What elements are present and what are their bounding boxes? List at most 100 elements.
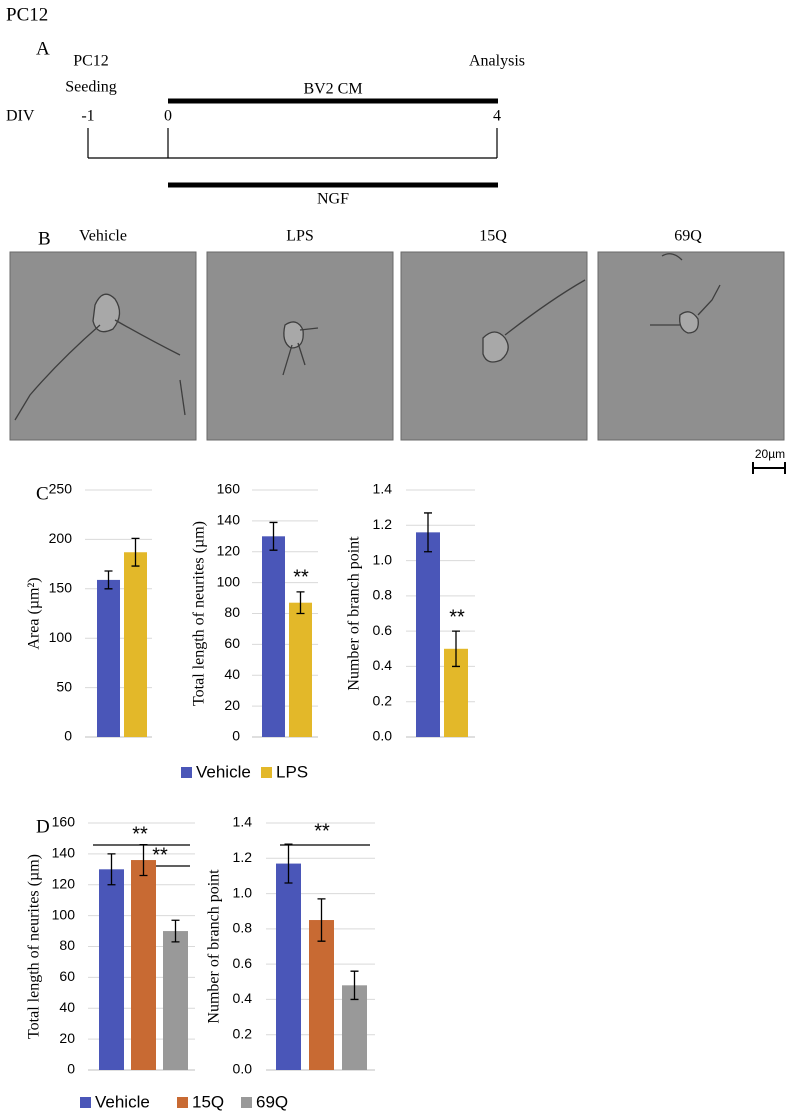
y-tick-label: 0 bbox=[64, 728, 72, 744]
legend-label: Vehicle bbox=[196, 762, 251, 781]
y-tick-label: 0.2 bbox=[373, 692, 393, 708]
panel-label: C bbox=[36, 483, 49, 504]
y-tick-label: 80 bbox=[224, 604, 240, 620]
cells bbox=[14, 253, 721, 421]
y-tick-label: 160 bbox=[217, 481, 241, 497]
y-tick-label: 60 bbox=[59, 968, 75, 984]
legend-swatch bbox=[181, 767, 192, 778]
image-label: Vehicle bbox=[79, 228, 127, 245]
bar bbox=[289, 602, 312, 737]
significance-label: ** bbox=[293, 566, 309, 588]
bar bbox=[262, 536, 285, 737]
image-label: 15Q bbox=[479, 228, 507, 245]
y-tick-label: 20 bbox=[59, 1030, 75, 1046]
y-tick-label: 140 bbox=[217, 512, 241, 528]
legend-swatch bbox=[241, 1097, 252, 1108]
bar bbox=[163, 931, 188, 1070]
y-tick-label: 80 bbox=[59, 937, 75, 953]
error-bar bbox=[107, 853, 116, 886]
y-tick-label: 60 bbox=[224, 635, 240, 651]
significance-label: ** bbox=[152, 844, 168, 866]
y-tick-label: 0.8 bbox=[233, 920, 253, 936]
y-tick-label: 120 bbox=[217, 542, 241, 558]
y-tick-label: 1.4 bbox=[373, 481, 393, 497]
treatment-label: BV2 CM bbox=[303, 81, 362, 98]
y-tick-label: 0.0 bbox=[373, 728, 393, 744]
analysis-label: Analysis bbox=[469, 53, 525, 70]
significance-label: ** bbox=[132, 823, 148, 845]
timeline-lines bbox=[87, 98, 498, 188]
bar bbox=[309, 920, 334, 1070]
y-tick-label: 120 bbox=[52, 875, 76, 891]
y-tick-label: 0 bbox=[232, 728, 240, 744]
seeding-label: PC12 bbox=[73, 53, 109, 70]
panel-label: D bbox=[36, 816, 50, 837]
y-tick-label: 160 bbox=[52, 814, 76, 830]
y-tick-label: 100 bbox=[217, 573, 241, 589]
legend-label: Vehicle bbox=[95, 1092, 150, 1111]
error-bar bbox=[131, 537, 140, 567]
legend-label: 69Q bbox=[256, 1092, 288, 1111]
y-tick-label: 0.4 bbox=[233, 990, 253, 1006]
significance-label: ** bbox=[314, 820, 330, 842]
seeding-label: Seeding bbox=[65, 79, 117, 96]
y-tick-label: 200 bbox=[49, 530, 73, 546]
y-tick-label: 0 bbox=[67, 1061, 75, 1077]
bar bbox=[124, 552, 147, 737]
y-tick-label: 40 bbox=[59, 999, 75, 1015]
y-tick-label: 0.0 bbox=[233, 1061, 253, 1077]
significance-label: ** bbox=[449, 606, 465, 628]
y-tick-label: 140 bbox=[52, 845, 76, 861]
day-label: -1 bbox=[81, 108, 94, 125]
y-tick-label: 150 bbox=[49, 580, 73, 596]
micrographs bbox=[9, 251, 785, 441]
y-tick-label: 1.2 bbox=[373, 516, 393, 532]
figure-title: PC12 bbox=[6, 4, 48, 25]
y-axis-title: Number of branch point bbox=[346, 536, 363, 691]
bar bbox=[131, 860, 156, 1070]
error-bar bbox=[317, 898, 326, 942]
error-bar bbox=[269, 521, 278, 551]
y-tick-label: 0.2 bbox=[233, 1025, 253, 1041]
y-axis-title: Number of branch point bbox=[206, 869, 223, 1024]
error-bar bbox=[284, 843, 293, 884]
panel-label: A bbox=[36, 38, 50, 59]
y-tick-label: 0.6 bbox=[233, 955, 253, 971]
y-tick-label: 0.6 bbox=[373, 622, 393, 638]
bar bbox=[99, 869, 124, 1070]
error-bar bbox=[139, 843, 148, 877]
y-tick-label: 20 bbox=[224, 697, 240, 713]
y-tick-label: 1.2 bbox=[233, 849, 253, 865]
error-bar bbox=[452, 630, 460, 668]
error-bar bbox=[171, 919, 180, 943]
y-tick-label: 1.4 bbox=[233, 814, 253, 830]
legend-label: LPS bbox=[276, 762, 308, 781]
y-axis-title: Total length of neurites (µm) bbox=[26, 854, 43, 1039]
y-tick-label: 0.8 bbox=[373, 587, 393, 603]
y-tick-label: 1.0 bbox=[233, 884, 253, 900]
error-bar bbox=[104, 570, 113, 590]
image-label: LPS bbox=[286, 228, 314, 245]
panel-label: B bbox=[38, 228, 51, 249]
row-label: DIV bbox=[6, 108, 35, 125]
day-label: 4 bbox=[493, 108, 501, 125]
scale-bar bbox=[752, 462, 786, 474]
treatment-label: NGF bbox=[317, 191, 349, 208]
legend-label: 15Q bbox=[192, 1092, 224, 1111]
y-tick-label: 100 bbox=[52, 906, 76, 922]
bar bbox=[97, 579, 120, 737]
y-axis-title: Area (µm²) bbox=[26, 577, 43, 649]
error-bar bbox=[296, 591, 305, 615]
bar bbox=[416, 532, 440, 737]
y-tick-label: 1.0 bbox=[373, 551, 393, 567]
y-tick-label: 100 bbox=[49, 629, 73, 645]
legend-swatch bbox=[80, 1097, 91, 1108]
y-axis-title: Total length of neurites (µm) bbox=[191, 521, 208, 706]
y-tick-label: 0.4 bbox=[373, 657, 393, 673]
legend-swatch bbox=[177, 1097, 188, 1108]
y-tick-label: 50 bbox=[56, 678, 72, 694]
day-label: 0 bbox=[164, 108, 172, 125]
scale-bar-label: 20µm bbox=[755, 447, 785, 461]
legend-swatch bbox=[261, 767, 272, 778]
